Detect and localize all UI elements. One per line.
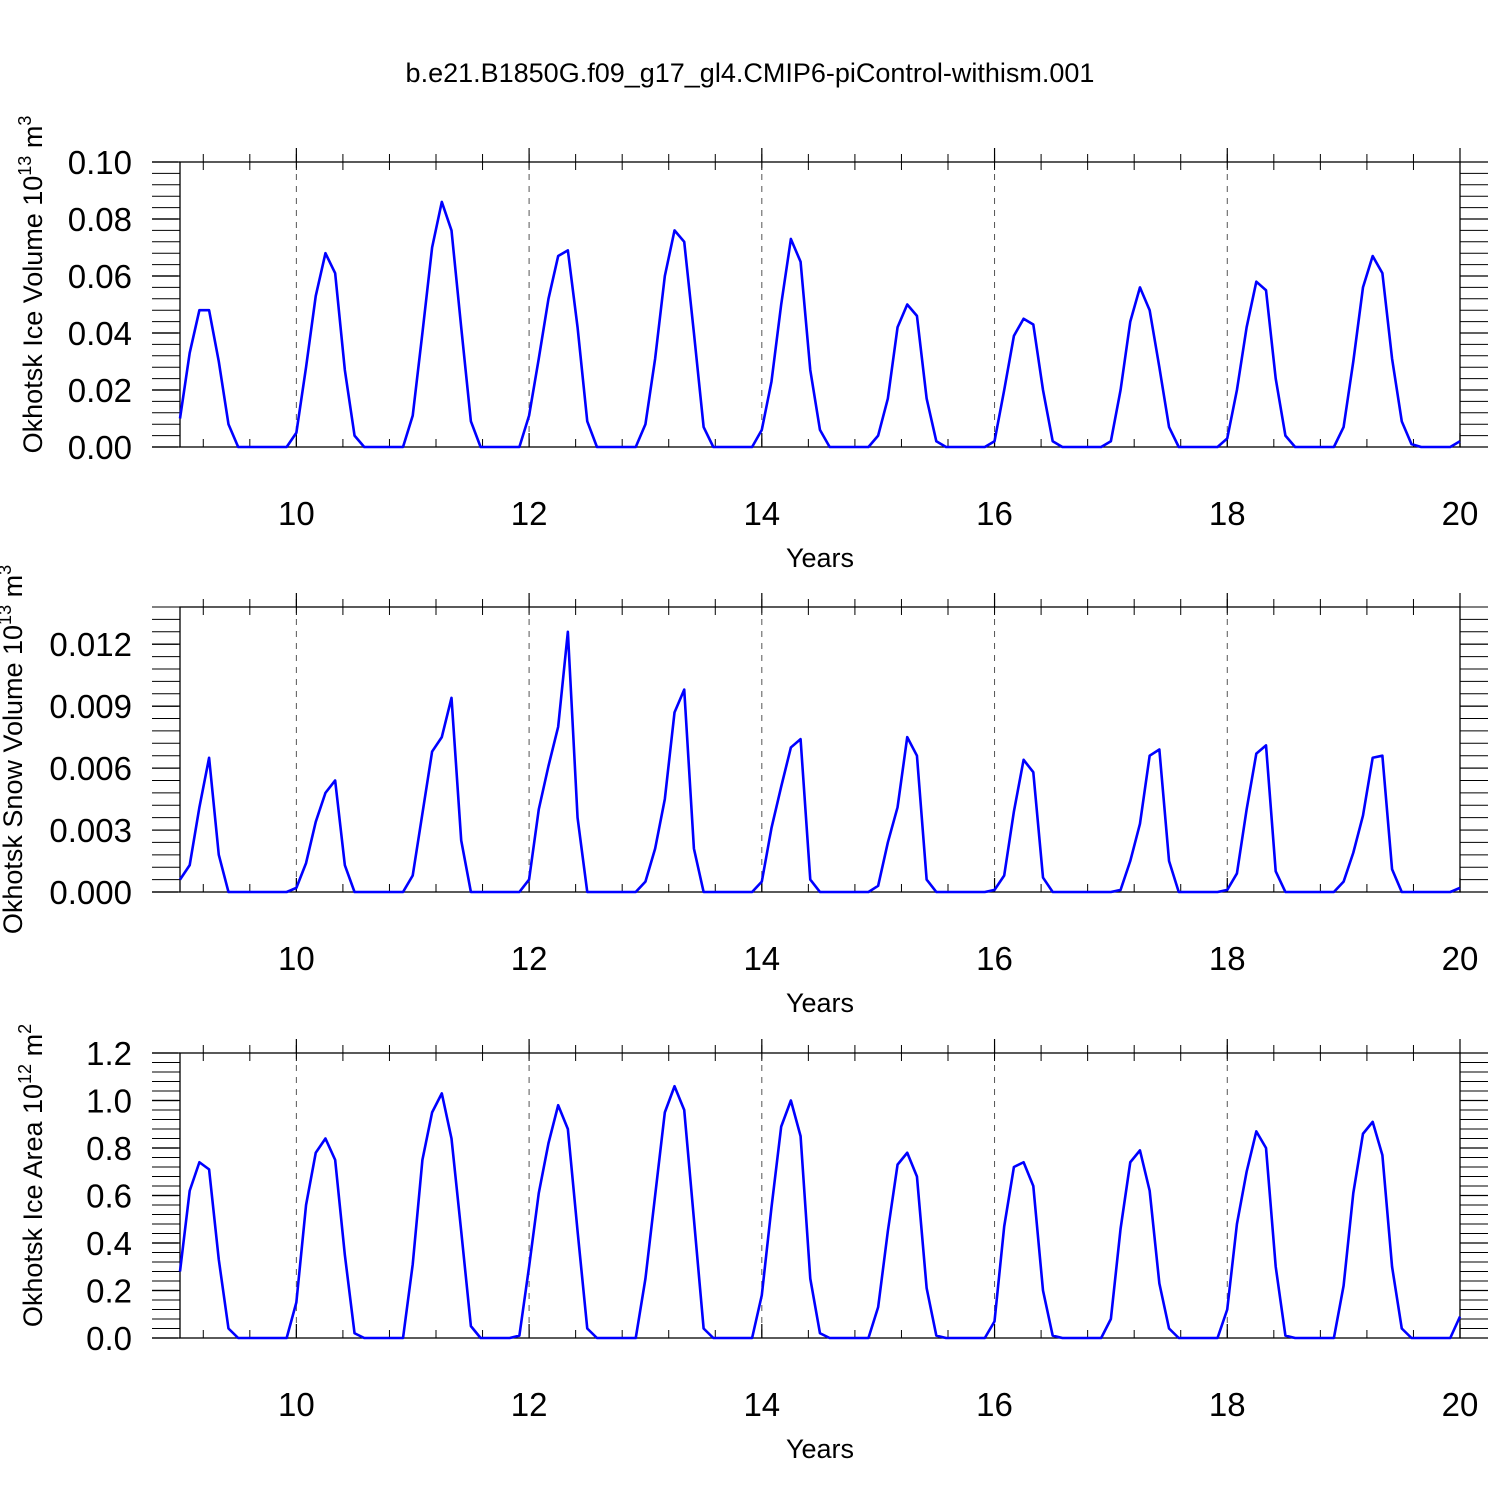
y-tick-label: 0.8 bbox=[86, 1130, 132, 1167]
x-axis-label: Years bbox=[786, 543, 854, 573]
x-axis-label: Years bbox=[786, 988, 854, 1018]
x-tick-label: 16 bbox=[976, 495, 1013, 532]
y-axis-label: Okhotsk Snow Volume 1013 m3 bbox=[0, 565, 28, 934]
x-tick-label: 20 bbox=[1442, 495, 1479, 532]
x-axis-label: Years bbox=[786, 1434, 854, 1464]
y-tick-label: 0.003 bbox=[49, 812, 132, 849]
x-tick-label: 18 bbox=[1209, 1386, 1246, 1423]
series-line bbox=[178, 1084, 1462, 1340]
x-tick-label: 10 bbox=[278, 495, 315, 532]
x-tick-label: 16 bbox=[976, 940, 1013, 977]
plot-panel-1: 10 12 14 16 18 20 Years 0.00 0.02 0.04 0.06 0.08 0.1… bbox=[15, 116, 1488, 573]
plot-panel-3: 10 12 14 16 18 20 Years 0.0 0.2 0.4 0.6 0.8 1.0 1.2 Ok… bbox=[15, 1024, 1488, 1464]
series-line bbox=[178, 630, 1461, 894]
y-axis-label: Okhotsk Ice Area 1012 m2 bbox=[15, 1024, 48, 1327]
plot-panel-2: 10 12 14 16 18 20 Years 0.000 0.003 0.006 0.009 0.0… bbox=[0, 565, 1488, 1018]
y-tick-label: 0.009 bbox=[49, 688, 132, 725]
x-tick-label: 12 bbox=[511, 495, 548, 532]
plot-frame bbox=[179, 1052, 1461, 1339]
x-tick-label: 20 bbox=[1442, 940, 1479, 977]
x-tick-label: 14 bbox=[743, 940, 780, 977]
x-tick-label: 14 bbox=[743, 1386, 780, 1423]
x-tick-label: 10 bbox=[278, 1386, 315, 1423]
plot-frame bbox=[179, 606, 1461, 893]
series-line bbox=[178, 200, 1461, 449]
y-tick-label: 0.04 bbox=[68, 315, 132, 352]
x-tick-label: 20 bbox=[1442, 1386, 1479, 1423]
y-tick-label: 0.006 bbox=[49, 750, 132, 787]
y-tick-label: 0.06 bbox=[68, 258, 132, 295]
y-tick-label: 1.0 bbox=[86, 1083, 132, 1120]
y-tick-label: 0.000 bbox=[49, 874, 132, 911]
x-tick-label: 18 bbox=[1209, 495, 1246, 532]
y-tick-label: 0.00 bbox=[68, 429, 132, 466]
y-tick-label: 0.08 bbox=[68, 201, 132, 238]
x-tick-label: 12 bbox=[511, 940, 548, 977]
y-tick-label: 0.6 bbox=[86, 1178, 132, 1215]
y-tick-label: 0.4 bbox=[86, 1225, 132, 1262]
y-tick-label: 0.2 bbox=[86, 1273, 132, 1310]
y-tick-label: 0.02 bbox=[68, 372, 132, 409]
y-tick-label: 0.012 bbox=[49, 626, 132, 663]
x-tick-label: 18 bbox=[1209, 940, 1246, 977]
y-tick-label: 0.10 bbox=[68, 144, 132, 181]
y-tick-label: 1.2 bbox=[86, 1035, 132, 1072]
plot-frame bbox=[179, 161, 1461, 448]
x-tick-label: 10 bbox=[278, 940, 315, 977]
x-tick-label: 14 bbox=[743, 495, 780, 532]
y-axis-label: Okhotsk Ice Volume 1013 m3 bbox=[15, 116, 48, 454]
chart-title: b.e21.B1850G.f09_g17_gl4.CMIP6-piControl… bbox=[405, 58, 1095, 88]
x-tick-label: 16 bbox=[976, 1386, 1013, 1423]
y-tick-label: 0.0 bbox=[86, 1320, 132, 1357]
x-tick-label: 12 bbox=[511, 1386, 548, 1423]
